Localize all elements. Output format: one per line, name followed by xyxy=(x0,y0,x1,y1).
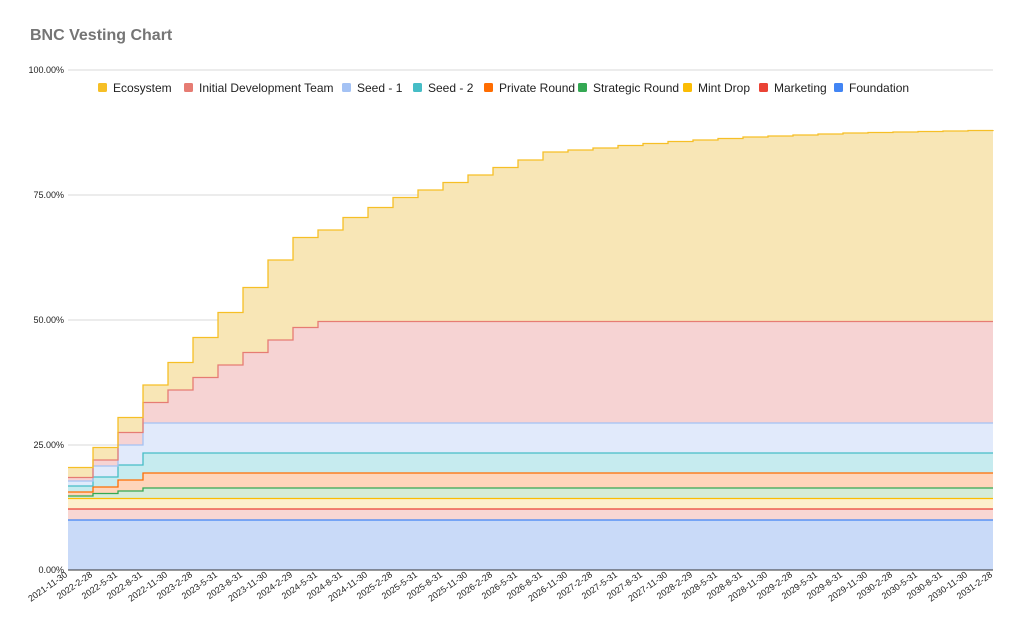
y-tick-label: 100.00% xyxy=(28,65,64,75)
legend-label: Foundation xyxy=(849,81,909,95)
legend-swatch xyxy=(184,83,193,92)
legend-label: Seed - 2 xyxy=(428,81,474,95)
legend-label: Strategic Round xyxy=(593,81,679,95)
legend-label: Mint Drop xyxy=(698,81,750,95)
legend-item: Initial Development Team xyxy=(184,81,334,95)
legend-label: Ecosystem xyxy=(113,81,172,95)
legend-item: Strategic Round xyxy=(578,81,679,95)
legend-swatch xyxy=(759,83,768,92)
legend-label: Seed - 1 xyxy=(357,81,403,95)
legend-item: Seed - 2 xyxy=(413,81,474,95)
legend-item: Mint Drop xyxy=(683,81,750,95)
legend-swatch xyxy=(683,83,692,92)
legend-label: Private Round xyxy=(499,81,575,95)
legend-swatch xyxy=(98,83,107,92)
y-tick-label: 50.00% xyxy=(33,315,64,325)
legend-item: Private Round xyxy=(484,81,575,95)
legend-swatch xyxy=(484,83,493,92)
legend-item: Ecosystem xyxy=(98,81,172,95)
y-tick-label: 25.00% xyxy=(33,440,64,450)
series-line-seed-2 xyxy=(68,452,993,487)
legend-swatch xyxy=(578,83,587,92)
legend-item: Seed - 1 xyxy=(342,81,403,95)
area-foundation xyxy=(68,520,993,570)
legend-swatch xyxy=(342,83,351,92)
y-tick-label: 0.00% xyxy=(38,565,64,575)
series-line-private-round xyxy=(68,472,993,493)
legend-item: Foundation xyxy=(834,81,909,95)
legend-swatch xyxy=(834,83,843,92)
chart-title: BNC Vesting Chart xyxy=(30,27,173,44)
y-tick-label: 75.00% xyxy=(33,190,64,200)
legend-label: Marketing xyxy=(774,81,827,95)
series-line-strategic-round xyxy=(68,487,993,497)
series-line-ecosystem xyxy=(68,129,994,469)
legend-swatch xyxy=(413,83,422,92)
legend-label: Initial Development Team xyxy=(199,81,334,95)
legend-item: Marketing xyxy=(759,81,827,95)
